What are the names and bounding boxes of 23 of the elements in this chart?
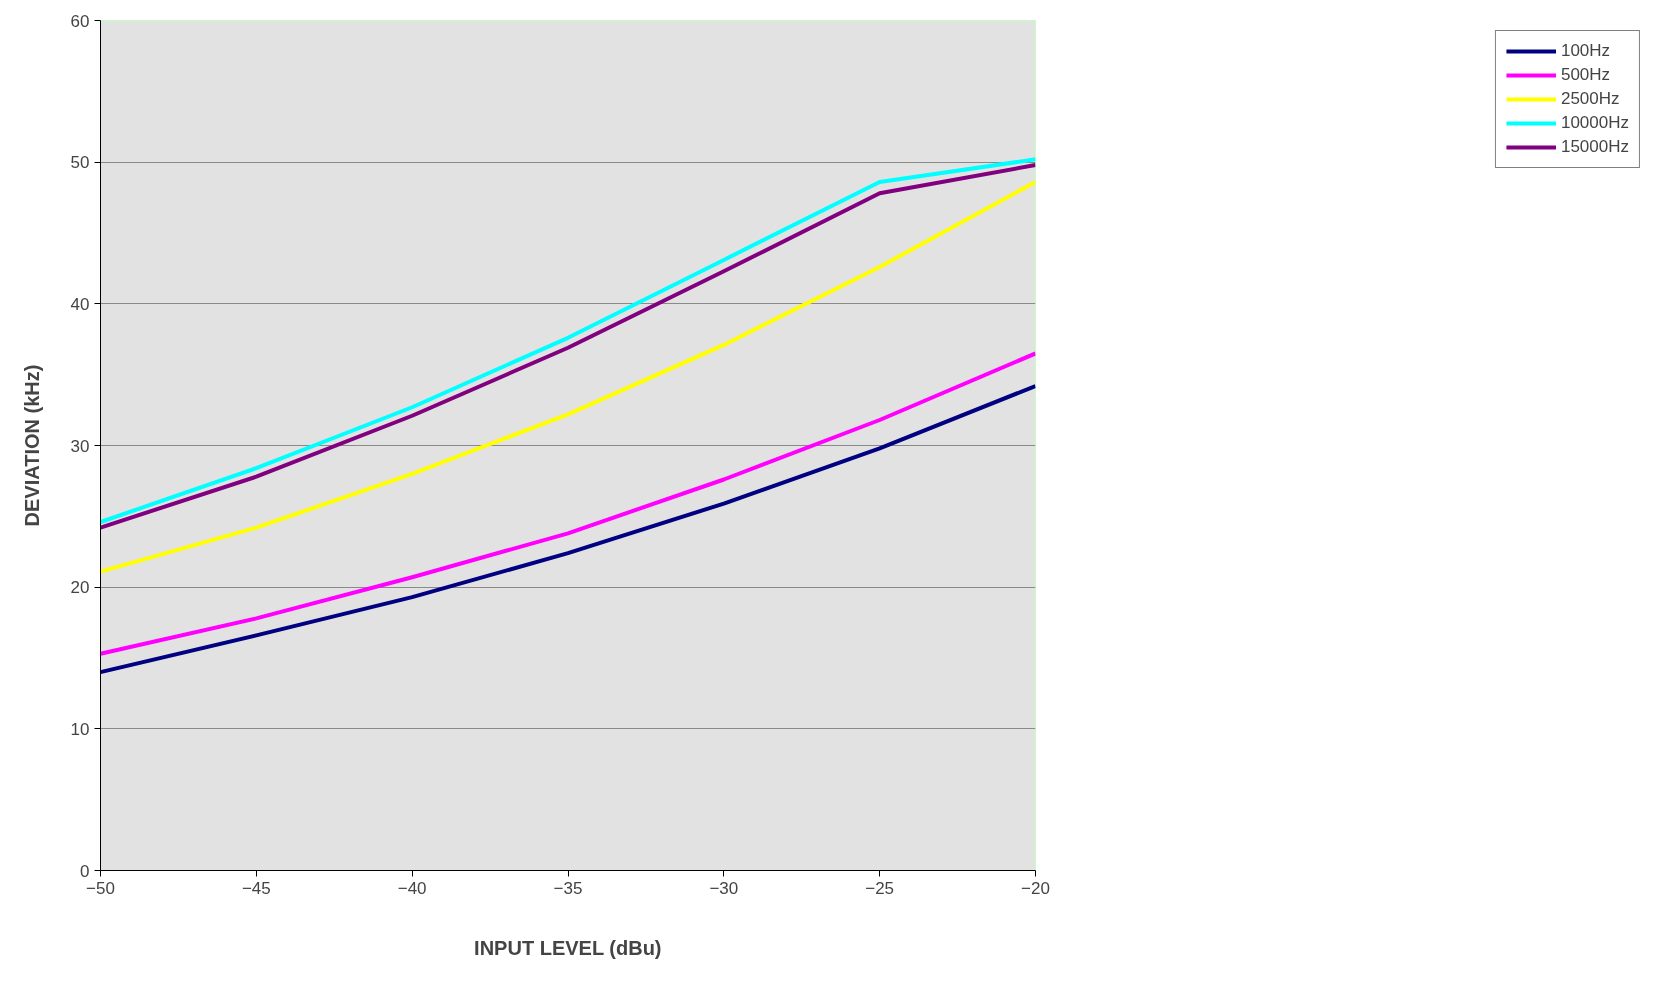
legend-label: 2500Hz xyxy=(1560,89,1620,109)
x-tick-label: −40 xyxy=(397,878,427,898)
legend-label: 15000Hz xyxy=(1560,137,1629,157)
y-tick-label: 0 xyxy=(80,861,90,881)
x-tick-label: −35 xyxy=(553,878,583,898)
line-series xyxy=(100,351,1036,656)
x-tick-label: −45 xyxy=(241,878,271,898)
x-tick-label: −30 xyxy=(709,878,739,898)
y-tick-label: 30 xyxy=(70,436,90,456)
x-axis-title: INPUT LEVEL (dBu) xyxy=(474,936,662,959)
y-tick-label: 60 xyxy=(70,11,90,31)
x-tick-label: −25 xyxy=(865,878,895,898)
legend-label: 10000Hz xyxy=(1560,113,1629,133)
y-tick-label: 20 xyxy=(70,578,90,598)
line-series xyxy=(100,384,1036,675)
x-tick-label: −20 xyxy=(1021,878,1050,898)
y-tick-label: 10 xyxy=(70,719,90,739)
y-tick-label: 50 xyxy=(70,153,90,173)
x-tick-label: −50 xyxy=(86,878,115,898)
legend-label: 100Hz xyxy=(1560,41,1611,61)
legend-label: 500Hz xyxy=(1560,65,1611,85)
y-tick-label: 40 xyxy=(70,294,90,314)
y-axis-title: DEVIATION (kHz) xyxy=(20,364,43,527)
